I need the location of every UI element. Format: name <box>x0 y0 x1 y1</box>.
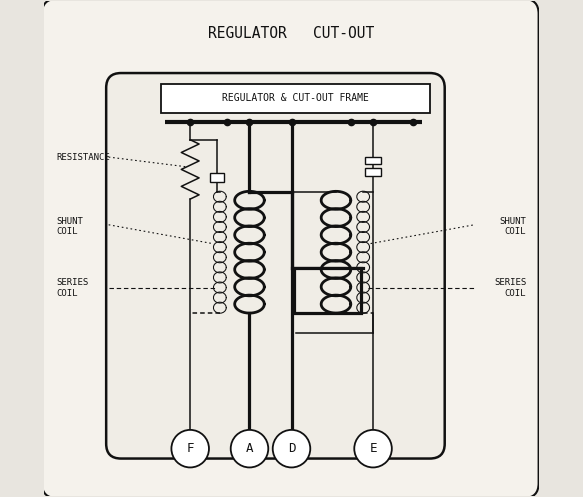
Text: E: E <box>369 442 377 455</box>
Circle shape <box>231 430 268 468</box>
Bar <box>365 168 381 176</box>
Text: F: F <box>187 442 194 455</box>
Circle shape <box>273 430 310 468</box>
Bar <box>294 268 361 313</box>
Text: SERIES
COIL: SERIES COIL <box>494 278 526 298</box>
Circle shape <box>354 430 392 468</box>
Text: A: A <box>246 442 253 455</box>
Text: SHUNT
COIL: SHUNT COIL <box>500 217 526 236</box>
FancyBboxPatch shape <box>42 0 539 497</box>
Bar <box>160 84 430 113</box>
Text: D: D <box>288 442 295 455</box>
Bar <box>365 157 381 165</box>
Text: REGULATOR   CUT-OUT: REGULATOR CUT-OUT <box>208 26 375 41</box>
Text: REGULATOR & CUT-OUT FRAME: REGULATOR & CUT-OUT FRAME <box>222 93 368 103</box>
Text: SHUNT
COIL: SHUNT COIL <box>57 217 83 236</box>
Text: RESISTANCE: RESISTANCE <box>57 153 111 162</box>
Text: SERIES
COIL: SERIES COIL <box>57 278 89 298</box>
Bar <box>210 173 224 182</box>
FancyBboxPatch shape <box>106 73 445 459</box>
Circle shape <box>171 430 209 468</box>
